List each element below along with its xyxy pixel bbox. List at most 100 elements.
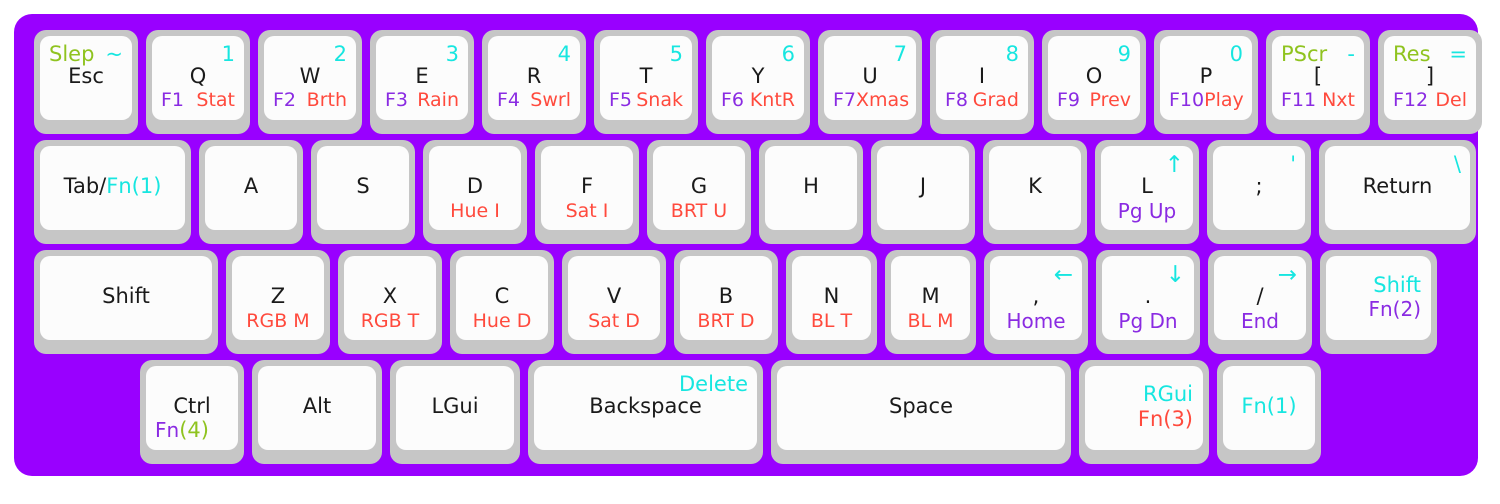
key-r[interactable]: 4 R F4 Swrl (482, 30, 586, 134)
legend-text: 4 (557, 42, 571, 66)
key-shift-left[interactable]: Shift (34, 250, 218, 354)
legend-text: D (466, 173, 484, 198)
key-comma[interactable]: ←, Home (984, 250, 1088, 354)
key-primary-label: Alt (258, 395, 376, 417)
effect-label: Grad (972, 89, 1019, 111)
key-g[interactable]: G BRT U (647, 140, 751, 244)
key-legend-top-right: 8 (1006, 44, 1019, 65)
effect-label: Brth (306, 89, 347, 111)
key-primary-label: C (456, 285, 548, 307)
key-h[interactable]: H (759, 140, 863, 244)
legend-text: O (1085, 63, 1103, 88)
key-semicolon[interactable]: '; (1207, 140, 1311, 244)
function-label: F3 (385, 89, 409, 111)
keycap: C Hue D (456, 256, 548, 340)
legend-text: Pg Dn (1118, 309, 1178, 333)
legend-text: M (921, 283, 940, 308)
key-slash[interactable]: → / End (1208, 250, 1312, 354)
key-y[interactable]: 6 Y F6 KntR (706, 30, 810, 134)
legend-text: 7 (893, 42, 907, 66)
key-legend-top-right: 1 (222, 44, 235, 65)
key-j[interactable]: J (871, 140, 975, 244)
key-n[interactable]: N BL T (786, 250, 877, 354)
key-k[interactable]: K (983, 140, 1087, 244)
legend-text: LGui (431, 393, 479, 418)
key-x[interactable]: X RGB T (338, 250, 442, 354)
key-f[interactable]: F Sat I (535, 140, 639, 244)
key-space[interactable]: Space (771, 360, 1071, 464)
key-t[interactable]: 5 T F5 Snak (594, 30, 698, 134)
keycap: A (205, 146, 297, 230)
function-label: F12 (1393, 89, 1429, 111)
key-b[interactable]: B BRT D (674, 250, 778, 354)
key-legend-bottom-center: BRT U (653, 202, 745, 221)
key-c[interactable]: C Hue D (450, 250, 554, 354)
key-rgui-fn3[interactable]: RGui Fn(3) (1079, 360, 1209, 464)
key-v[interactable]: V Sat D (562, 250, 666, 354)
key-m[interactable]: M BL M (885, 250, 976, 354)
effect-label: Rain (417, 89, 459, 111)
key-primary-label: . (1102, 285, 1194, 307)
legend-text: , (1032, 283, 1040, 308)
key-d[interactable]: D Hue I (423, 140, 527, 244)
legend-text: RGB M (246, 310, 310, 332)
key-a[interactable]: A (199, 140, 303, 244)
key-primary-label: Backspace (534, 395, 757, 417)
key-esc[interactable]: Slep ~ Esc (34, 30, 138, 134)
legend-text: BL T (810, 310, 853, 332)
key-bracket-left[interactable]: PScr - [F11 Nxt (1266, 30, 1370, 134)
legend-text: Shift (1373, 272, 1421, 297)
key-return[interactable]: \ Return (1319, 140, 1476, 244)
key-q[interactable]: 1 Q F1 Stat (146, 30, 250, 134)
key-primary-label: K (989, 175, 1081, 197)
key-legend-bottom-center: Sat D (568, 312, 660, 331)
keycap: Res =] F12 Del (1384, 36, 1476, 120)
legend-text: E (415, 63, 429, 88)
key-legend-bottom-row: F11 Nxt (1272, 89, 1364, 111)
legend-text: F (580, 173, 594, 198)
key-lgui[interactable]: LGui (390, 360, 520, 464)
key-bracket-right[interactable]: Res =] F12 Del (1378, 30, 1482, 134)
legend-text: Fn(1) (1241, 393, 1297, 418)
key-e[interactable]: 3 E F3 Rain (370, 30, 474, 134)
key-alt[interactable]: Alt (252, 360, 382, 464)
keycap: S (317, 146, 409, 230)
keycap: 3 E F3 Rain (376, 36, 468, 120)
key-w[interactable]: 2 W F2 Brth (258, 30, 362, 134)
key-primary-label: N (792, 285, 871, 307)
key-z[interactable]: Z RGB M (226, 250, 330, 354)
key-legend-bottom-center: Hue I (429, 202, 521, 221)
keycap: Ctrl Fn(4) (146, 366, 238, 450)
key-primary-label: Fn(1) (1223, 393, 1315, 418)
key-shift-right-fn2[interactable]: Shift Fn(2) (1320, 250, 1437, 354)
key-primary-label: J (877, 175, 969, 197)
key-legend-stack: Shift Fn(2) (1368, 273, 1421, 321)
key-primary-label: O (1048, 63, 1140, 88)
key-fn1-right[interactable]: Fn(1) (1217, 360, 1321, 464)
key-backspace[interactable]: Delete Backspace (528, 360, 763, 464)
effect-label: KntR (749, 89, 795, 111)
legend-text: V (606, 283, 622, 308)
legend-text: L (1141, 173, 1153, 198)
key-primary-label: I (936, 65, 1028, 87)
keycap: ←, Home (990, 256, 1082, 340)
key-s[interactable]: S (311, 140, 415, 244)
legend-text: 2 (333, 42, 347, 66)
key-i[interactable]: 8 I F8 Grad (930, 30, 1034, 134)
key-primary-label: E (376, 63, 468, 88)
keycap: Slep ~ Esc (40, 36, 132, 120)
key-l[interactable]: ↑ L Pg Up (1095, 140, 1199, 244)
legend-text: RGB T (360, 310, 420, 332)
key-ctrl-fn4[interactable]: Ctrl Fn(4) (140, 360, 244, 464)
effect-label: Snak (636, 89, 683, 111)
keyboard-row-shift-row: Shift Z RGB M X RGB T C Hue D V Sat D B BRT D N BL T… (34, 250, 1437, 354)
key-legend-top-right: 0 (1230, 44, 1243, 65)
effect-label: Prev (1089, 89, 1131, 111)
key-o[interactable]: 9 O F9 Prev (1042, 30, 1146, 134)
key-p[interactable]: 0 P F10 Play (1154, 30, 1258, 134)
key-primary-label: U (824, 65, 916, 87)
key-u[interactable]: 7 U F7 Xmas (818, 30, 922, 134)
key-period[interactable]: ↓. Pg Dn (1096, 250, 1200, 354)
keycap: Shift (40, 256, 212, 340)
key-tab-fn1[interactable]: Tab/Fn(1) (34, 140, 191, 244)
